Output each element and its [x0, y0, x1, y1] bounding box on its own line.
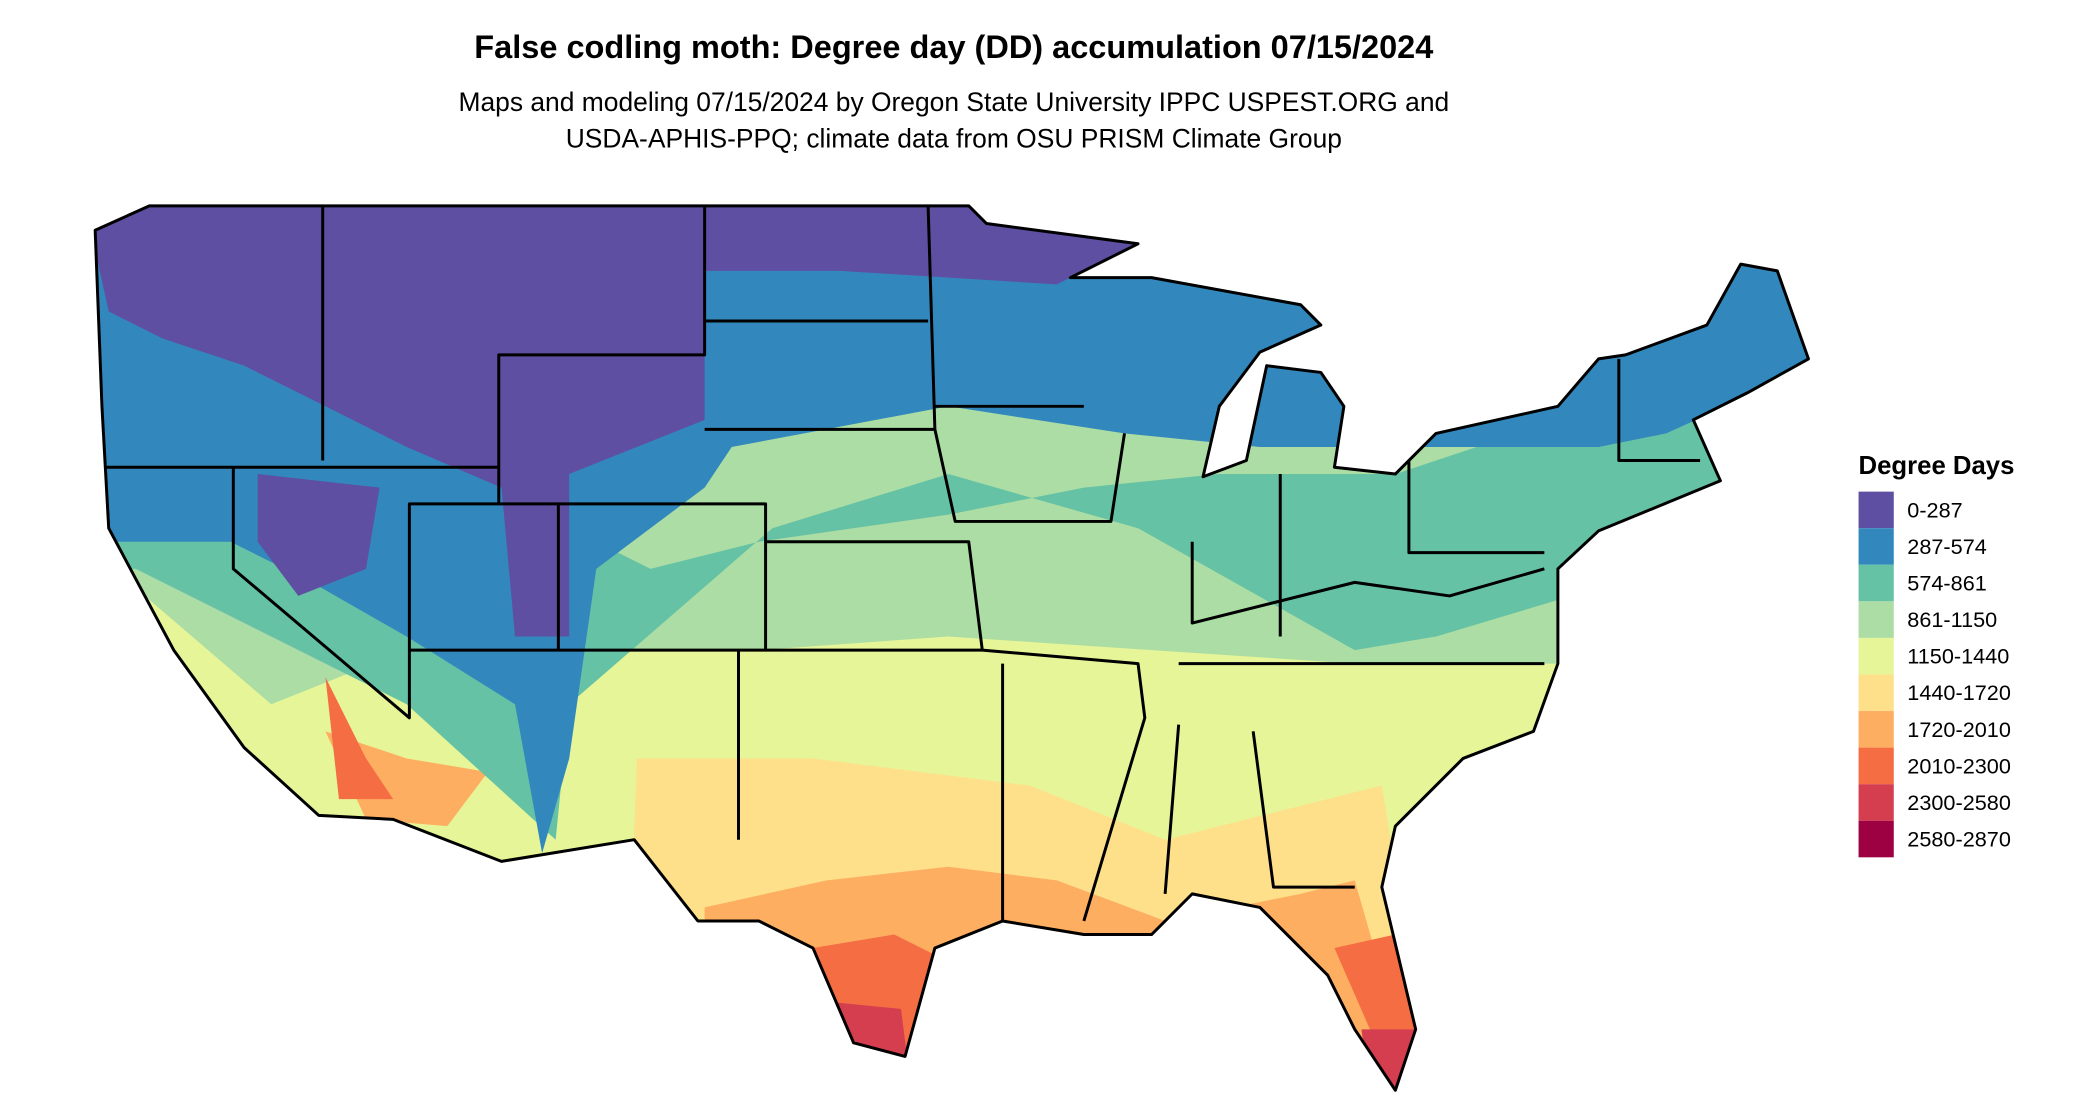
- legend-swatch: [1858, 674, 1894, 712]
- legend-label: 287-574: [1907, 534, 1986, 559]
- legend-swatch: [1858, 564, 1894, 602]
- map-title: False codling moth: Degree day (DD) accu…: [474, 29, 1433, 65]
- map-subtitle-line-1: Maps and modeling 07/15/2024 by Oregon S…: [458, 87, 1449, 117]
- legend-label: 861-1150: [1907, 607, 1997, 632]
- legend-swatch: [1858, 491, 1894, 529]
- legend: Degree Days 0-287 287-574 574-861 861-1150 1…: [1858, 452, 2015, 858]
- zone-2300-2580: [833, 1002, 1416, 1091]
- zone-0-287: [95, 205, 1139, 637]
- legend-label: 2010-2300: [1907, 753, 2011, 778]
- legend-label: 1720-2010: [1907, 717, 2011, 742]
- legend-label: 574-861: [1907, 571, 1986, 596]
- degree-day-raster: [95, 205, 1809, 1091]
- state-lines: [106, 205, 1701, 922]
- legend-swatch: [1858, 528, 1894, 565]
- legend-label: 2300-2580: [1907, 790, 2011, 815]
- legend-swatch: [1858, 820, 1894, 858]
- legend-swatch: [1858, 637, 1894, 675]
- state-boundaries: [93, 204, 1810, 1092]
- legend-label: 1440-1720: [1907, 680, 2011, 705]
- legend-swatch: [1858, 711, 1894, 748]
- legend-label: 1150-1440: [1907, 644, 2009, 669]
- legend-swatch: [1858, 747, 1894, 785]
- zone-2010-2300: [325, 677, 1423, 1057]
- legend-title: Degree Days: [1859, 452, 2015, 480]
- legend-swatch: [1858, 784, 1894, 821]
- map-subtitle-line-2: USDA-APHIS-PPQ; climate data from OSU PR…: [566, 124, 1342, 154]
- legend-label: 2580-2870: [1907, 826, 2011, 851]
- legend-label: 0-287: [1907, 497, 1962, 522]
- zone-574-861: [95, 379, 1789, 840]
- legend-swatch: [1858, 601, 1894, 638]
